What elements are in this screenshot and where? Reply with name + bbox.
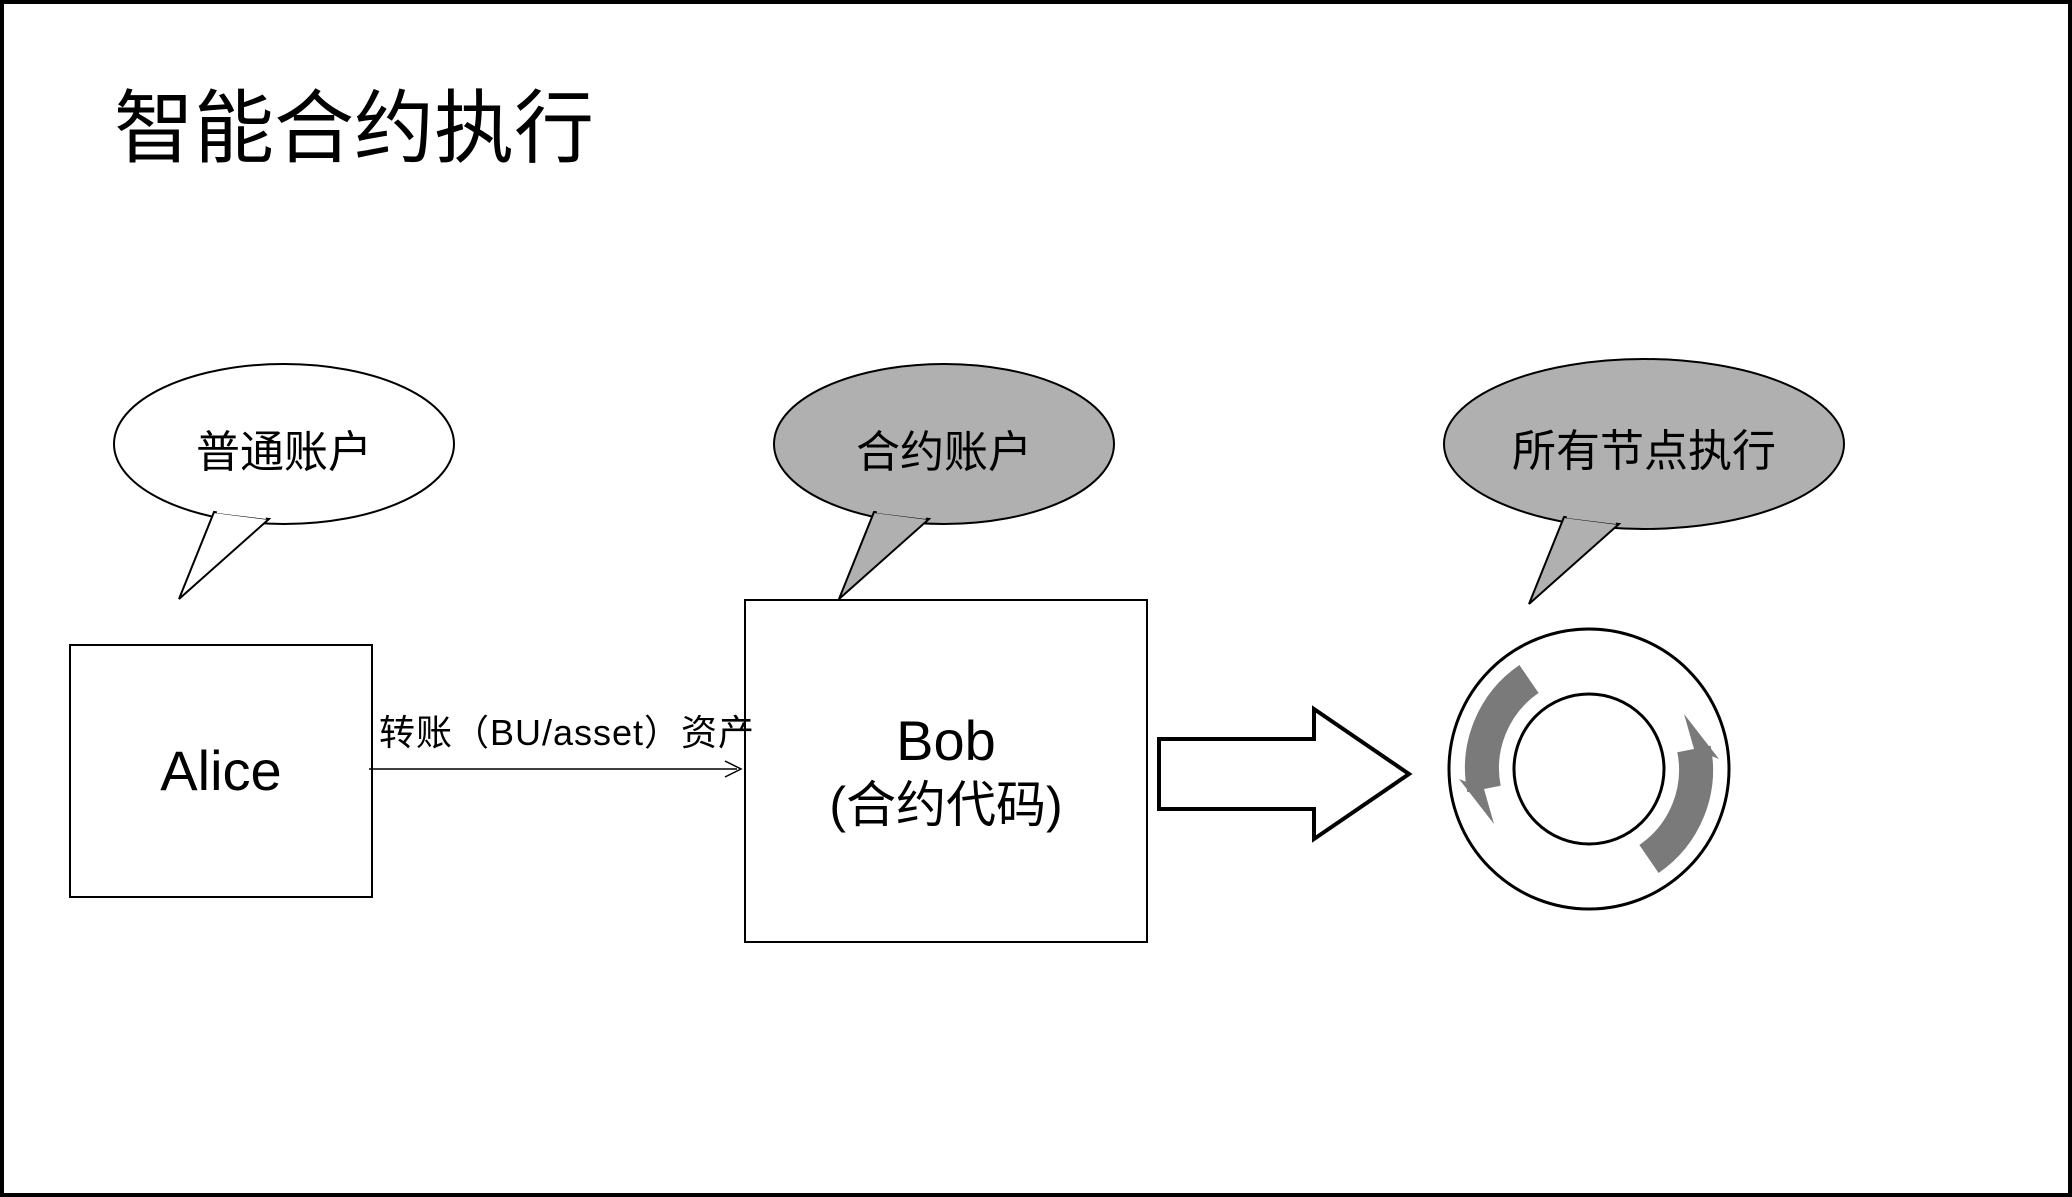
bubble-normal-account: 普通账户 [84, 344, 484, 604]
node-bob: Bob (合约代码) [744, 599, 1148, 943]
bubble-normal-account-label: 普通账户 [84, 416, 484, 480]
diagram-title: 智能合约执行 [114, 64, 594, 180]
bubble-all-nodes: 所有节点执行 [1404, 339, 1884, 609]
bubble-contract-account: 合约账户 [744, 344, 1144, 604]
block-arrow [1154, 704, 1424, 844]
node-bob-label2: (合约代码) [829, 775, 1062, 835]
node-alice: Alice [69, 644, 373, 898]
bubble-all-nodes-label: 所有节点执行 [1404, 415, 1884, 479]
node-alice-label: Alice [160, 737, 281, 804]
transfer-arrow-label: 转账（BU/asset）资产 [379, 704, 755, 756]
bubble-contract-account-label: 合约账户 [744, 416, 1144, 480]
cycle-icon [1439, 619, 1739, 919]
diagram-canvas: 智能合约执行 普通账户 合约账户 所有节点执行 Alice Bob (合 [0, 0, 2072, 1197]
transfer-arrow [369, 754, 749, 784]
node-bob-label1: Bob [896, 707, 996, 774]
